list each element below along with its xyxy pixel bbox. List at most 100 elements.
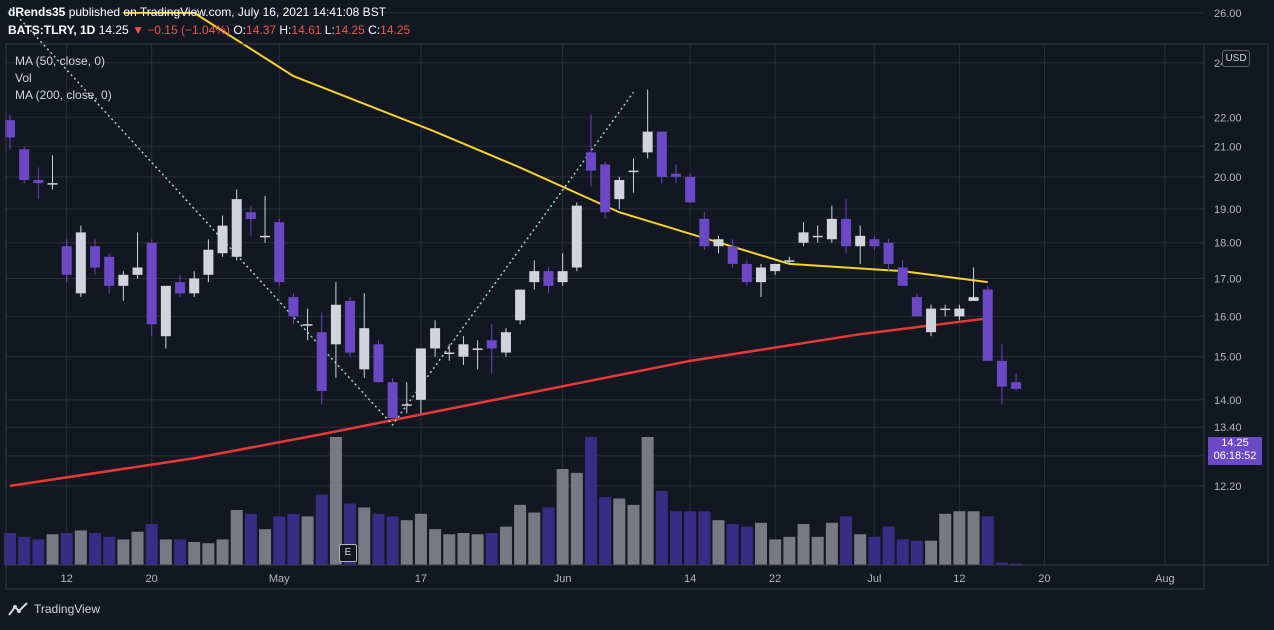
volume-bar xyxy=(4,533,16,565)
volume-bar xyxy=(457,533,470,565)
volume-bar xyxy=(301,516,314,565)
last-price-tag: 14.25 06:18:52 xyxy=(1208,437,1262,465)
earnings-marker[interactable]: E xyxy=(339,544,357,562)
published-text: published on TradingView.com, July 16, 2… xyxy=(68,5,387,19)
volume-bar xyxy=(443,534,456,565)
volume-bar xyxy=(287,513,300,565)
y-tick-label: 15.00 xyxy=(1214,352,1242,364)
volume-bar xyxy=(259,529,272,565)
volume-bar xyxy=(740,526,753,565)
time-axis xyxy=(5,564,1205,590)
volume-bar xyxy=(995,562,1008,565)
volume-bar xyxy=(188,541,201,565)
legend-ma50[interactable]: MA (50, close, 0) xyxy=(15,54,106,68)
candle-body xyxy=(104,256,115,286)
trendline xyxy=(9,7,635,427)
volume-bar xyxy=(783,536,796,565)
h-label: H: xyxy=(279,23,292,37)
volume-bar xyxy=(216,539,229,565)
candle-body xyxy=(883,242,894,264)
footer-brand[interactable]: TradingView xyxy=(8,602,100,616)
volume-bar xyxy=(32,539,45,565)
l-value: 14.25 xyxy=(334,23,365,37)
candle-body xyxy=(926,308,937,333)
y-tick-label: 16.00 xyxy=(1214,311,1242,323)
candle-body xyxy=(245,212,256,219)
y-tick-label: 19.00 xyxy=(1214,204,1242,216)
y-tick-label: 14.00 xyxy=(1214,395,1242,407)
y-tick-label: 21.00 xyxy=(1214,141,1242,153)
volume-bar xyxy=(726,524,739,565)
volume-bar xyxy=(400,520,413,565)
candle-body xyxy=(401,404,412,406)
c-label: C: xyxy=(368,23,381,37)
currency-badge[interactable]: USD xyxy=(1222,50,1250,67)
last-price-tag-value: 14.25 xyxy=(1221,437,1249,449)
candle-body xyxy=(954,308,965,317)
candle-body xyxy=(288,297,299,317)
candle-body xyxy=(373,344,384,383)
candle-body xyxy=(855,235,866,247)
volume-bar xyxy=(840,516,853,565)
ma50-line xyxy=(123,11,988,284)
volume-bar xyxy=(967,511,980,565)
volume-bar xyxy=(698,511,711,565)
author-name[interactable]: dRends35 xyxy=(8,5,66,19)
legend-vol[interactable]: Vol xyxy=(15,71,32,85)
candle-body xyxy=(741,263,752,283)
candle-body xyxy=(19,149,30,181)
candle-body xyxy=(656,131,667,177)
volume-bar xyxy=(925,540,938,565)
volume-bar xyxy=(131,531,144,565)
volume-bar xyxy=(244,513,257,565)
x-tick-label: 22 xyxy=(769,573,781,585)
volume-bar xyxy=(528,512,541,565)
volume-bar xyxy=(811,536,824,565)
candle-body xyxy=(628,170,639,173)
candle-body xyxy=(968,297,979,301)
plot-frame xyxy=(5,43,1205,566)
candle-body xyxy=(940,308,951,311)
ma50-path xyxy=(123,11,988,284)
candle-body xyxy=(826,218,837,240)
candle-body xyxy=(415,348,426,400)
symbol-label[interactable]: BATS:TLRY, 1D xyxy=(8,23,96,37)
x-tick-label: 20 xyxy=(1038,573,1050,585)
h-value: 14.61 xyxy=(291,23,322,37)
o-label: O: xyxy=(233,23,247,37)
volume-bar xyxy=(358,507,371,565)
volume-bar xyxy=(414,513,427,565)
x-tick-label: Jun xyxy=(554,573,572,585)
candle-body xyxy=(529,271,540,283)
candle-body xyxy=(897,267,908,286)
volume-bar xyxy=(117,539,130,565)
candle-body xyxy=(515,289,526,321)
legend-ma200[interactable]: MA (200, close, 0) xyxy=(15,88,112,102)
volume-bar xyxy=(755,522,768,565)
volume-bar xyxy=(868,536,881,565)
candle-body xyxy=(1011,382,1022,389)
candle-body xyxy=(33,180,44,184)
volume-bar xyxy=(669,511,682,565)
volume-bar xyxy=(655,490,668,565)
candle-body xyxy=(75,232,86,294)
y-tick-label: 26.00 xyxy=(1214,8,1242,20)
volume-bar xyxy=(18,536,31,565)
x-tick-label: 12 xyxy=(61,573,73,585)
volume-bar xyxy=(825,522,838,565)
footer-brand-text: TradingView xyxy=(34,602,101,616)
x-tick-label: 17 xyxy=(415,573,427,585)
volume-bar xyxy=(329,437,342,565)
candle-body xyxy=(387,382,398,418)
volume-bar xyxy=(896,539,909,565)
volume-bar xyxy=(613,498,626,565)
ma200-line xyxy=(9,317,988,488)
volume-bar xyxy=(514,504,527,565)
volume-bar xyxy=(429,529,442,565)
l-label: L: xyxy=(324,23,335,37)
candle-body xyxy=(642,131,653,153)
candle-body xyxy=(585,152,596,171)
candles xyxy=(5,89,1022,418)
candle-body xyxy=(784,260,795,262)
